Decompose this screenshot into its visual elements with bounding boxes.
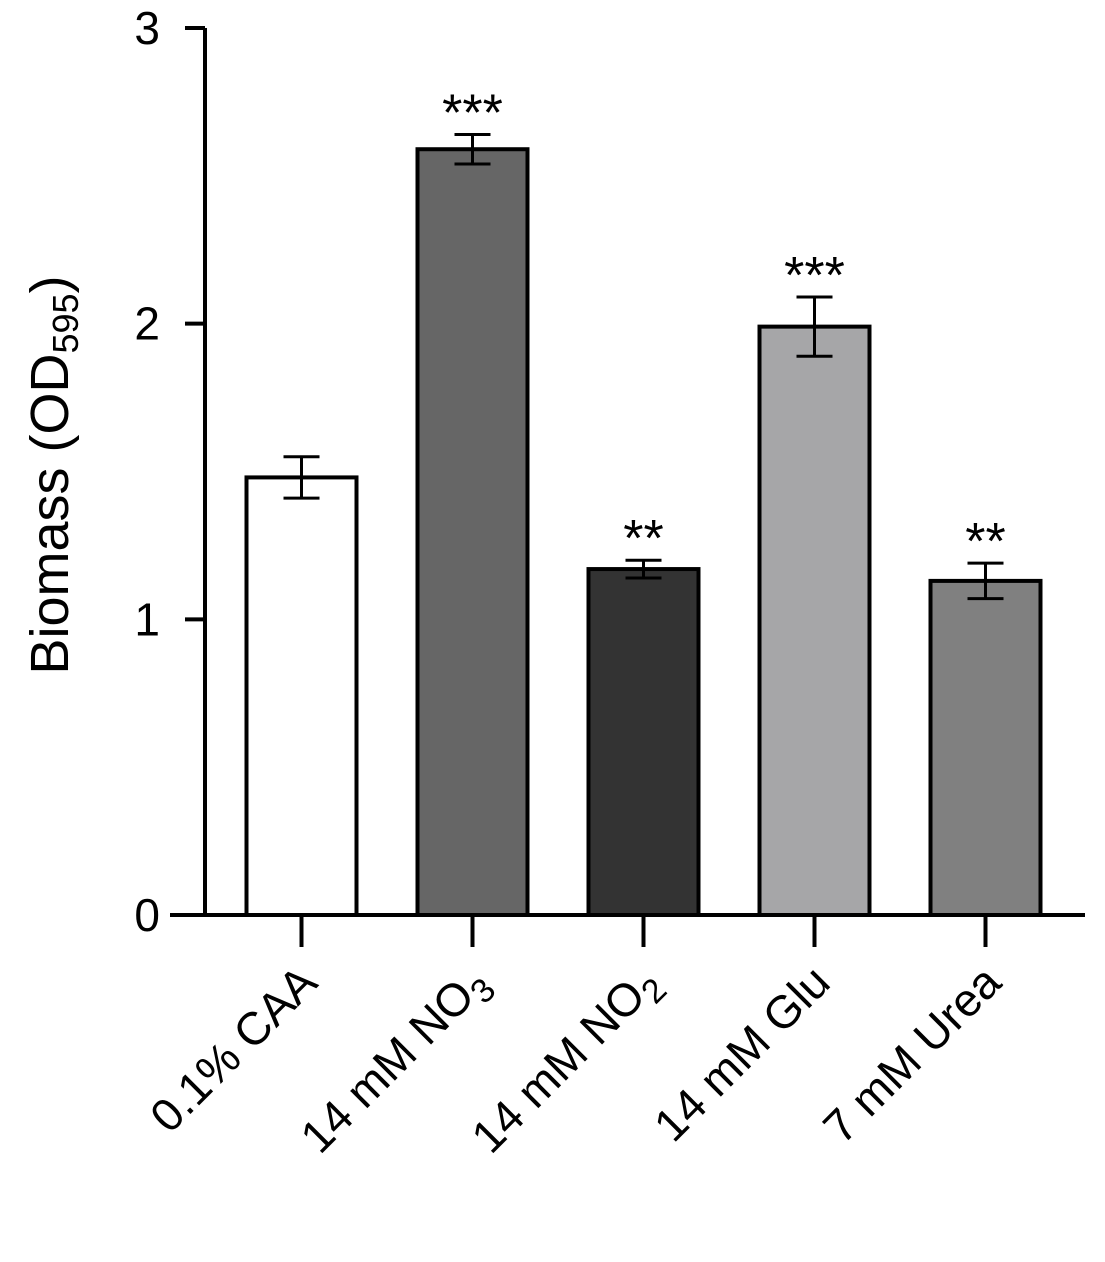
significance-label: ** <box>965 513 1005 571</box>
y-axis-title: Biomass (OD595) <box>20 275 86 674</box>
y-axis-title-close: ) <box>20 275 80 293</box>
y-tick-label: 1 <box>134 593 160 645</box>
y-tick-label: 3 <box>134 2 160 54</box>
x-tick-label: 14 mM NO2 <box>461 955 674 1168</box>
y-tick-label: 0 <box>134 889 160 941</box>
bar-4 <box>757 324 872 917</box>
x-tick-label: 14 mM Glu <box>644 955 840 1151</box>
significance-label: *** <box>784 247 845 305</box>
y-axis-title-main: Biomass (OD <box>20 354 80 675</box>
x-tick-label: 7 mM Urea <box>813 955 1011 1153</box>
significance-label: ** <box>623 510 663 568</box>
bar-2 <box>415 147 530 917</box>
significance-label: *** <box>442 84 503 142</box>
bar-1 <box>244 475 359 917</box>
bar-3 <box>586 567 701 917</box>
svg-text:Biomass (OD595): Biomass (OD595) <box>20 275 86 674</box>
y-tick-label: 2 <box>134 298 160 350</box>
bar-5 <box>928 578 1043 917</box>
y-axis-title-subscript: 595 <box>45 293 86 353</box>
x-tick-label: 0.1% CAA <box>140 955 327 1142</box>
